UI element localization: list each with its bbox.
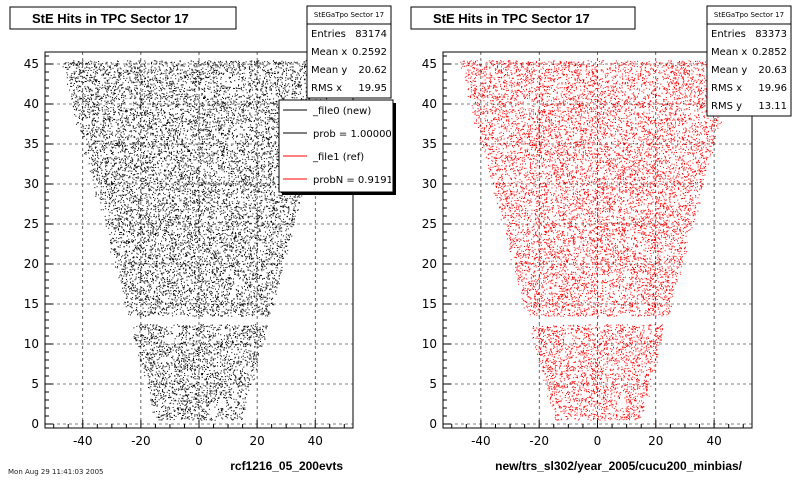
x-tick-label: 0 — [594, 434, 602, 448]
stats-value: 0.2852 — [752, 47, 787, 58]
sparse-region — [523, 99, 532, 108]
legend-frame — [278, 99, 394, 193]
x-tick-label: -20 — [529, 434, 549, 448]
y-tick-label: 15 — [24, 297, 39, 311]
title-box — [9, 6, 237, 30]
stats-name: StEGaTpo Sector 17 — [314, 11, 384, 19]
y-tick-label: 5 — [429, 377, 437, 391]
y-tick-label: 25 — [422, 217, 437, 231]
legend-label: _file1 (ref) — [312, 152, 364, 163]
y-tick-label: 20 — [24, 257, 39, 271]
sparse-region — [616, 399, 625, 408]
y-tick-label: 40 — [24, 97, 39, 111]
y-tick-label: 45 — [422, 57, 437, 71]
stats-label: Mean y — [311, 65, 347, 76]
stats-label: Mean x — [311, 47, 347, 58]
title-box — [410, 6, 636, 30]
stats-value: 19.96 — [758, 83, 787, 94]
legend-label: probN = 0.919130 — [313, 175, 406, 186]
axis-ticks — [45, 55, 345, 428]
x-tick-label: 40 — [706, 434, 721, 448]
legend: _file0 (new) prob = 1.000000 _file1 (ref) p… — [278, 99, 406, 195]
x-tick-label: 20 — [648, 434, 663, 448]
stats-frame — [706, 5, 792, 117]
y-tick-label: 5 — [31, 377, 39, 391]
y-tick-label: 10 — [24, 337, 39, 351]
x-tick-label: -40 — [73, 434, 93, 448]
x-tick-label: 0 — [195, 434, 203, 448]
legend-label: _file0 (new) — [312, 106, 371, 117]
y-tick-label: 40 — [422, 97, 437, 111]
x-axis-label: new/trs_sl302/year_2005/cucu200_minbias/ — [495, 459, 742, 473]
x-tick-label: -40 — [471, 434, 491, 448]
sparse-region — [165, 335, 174, 344]
chart-title: StE Hits in TPC Sector 17 — [433, 11, 590, 26]
stats-value: 0.2592 — [352, 47, 387, 58]
scatter-series — [62, 60, 337, 421]
y-tick-label: 35 — [422, 137, 437, 151]
y-tick-label: 35 — [24, 137, 39, 151]
stats-label: Entries — [311, 29, 346, 40]
y-tick-label: 0 — [429, 417, 437, 431]
stats-value: 83373 — [755, 29, 787, 40]
axis-ticks — [443, 55, 744, 428]
stats-label: RMS x — [311, 83, 342, 94]
legend-label: prob = 1.000000 — [313, 129, 398, 140]
stats-box: StEGaTpo Sector 17 Entries 83174 Mean x 0.25… — [306, 5, 392, 99]
chart-title: StE Hits in TPC Sector 17 — [32, 11, 189, 26]
chart-panel-2: -40 -20 0 20 40 0 5 10 15 20 25 30 35 40 45 new/trs_sl3… — [410, 5, 792, 473]
y-tick-label: 30 — [422, 177, 437, 191]
y-tick-label: 10 — [422, 337, 437, 351]
y-tick-label: 0 — [31, 417, 39, 431]
stats-name: StEGaTpo Sector 17 — [714, 11, 784, 19]
y-tick-label: 20 — [422, 257, 437, 271]
stats-frame — [306, 5, 392, 99]
stats-label: Mean x — [711, 47, 747, 58]
footer-timestamp: Mon Aug 29 11:41:03 2005 — [8, 468, 104, 476]
stats-box: StEGaTpo Sector 17 Entries 83373 Mean x 0.28… — [706, 5, 792, 117]
y-tick-label: 30 — [24, 177, 39, 191]
sparse-region — [564, 335, 573, 344]
x-tick-label: -20 — [131, 434, 151, 448]
stats-label: Mean y — [711, 65, 747, 76]
stats-label: Entries — [711, 29, 746, 40]
legend-entries: _file0 (new) prob = 1.000000 _file1 (ref) p… — [283, 106, 406, 186]
y-tick-label: 25 — [24, 217, 39, 231]
grid — [45, 52, 353, 428]
scatter-points — [62, 60, 337, 421]
x-axis-label: rcf1216_05_200evts — [230, 459, 343, 473]
y-tick-label: 45 — [24, 57, 39, 71]
stats-value: 13.11 — [758, 101, 787, 112]
stats-label: RMS y — [711, 101, 742, 112]
stats-value: 83174 — [355, 29, 387, 40]
sparse-region — [218, 399, 227, 408]
x-tick-label: 40 — [308, 434, 323, 448]
stats-value: 20.62 — [358, 65, 387, 76]
sparse-region — [125, 99, 134, 108]
chart-panel-1: -40 -20 0 20 40 0 5 10 15 20 25 30 35 40 45 rcf1216_05_… — [9, 5, 406, 473]
stats-value: 19.95 — [358, 83, 387, 94]
stats-label: RMS x — [711, 83, 742, 94]
y-tick-label: 15 — [422, 297, 437, 311]
x-tick-label: 20 — [249, 434, 264, 448]
stats-value: 20.63 — [758, 65, 787, 76]
